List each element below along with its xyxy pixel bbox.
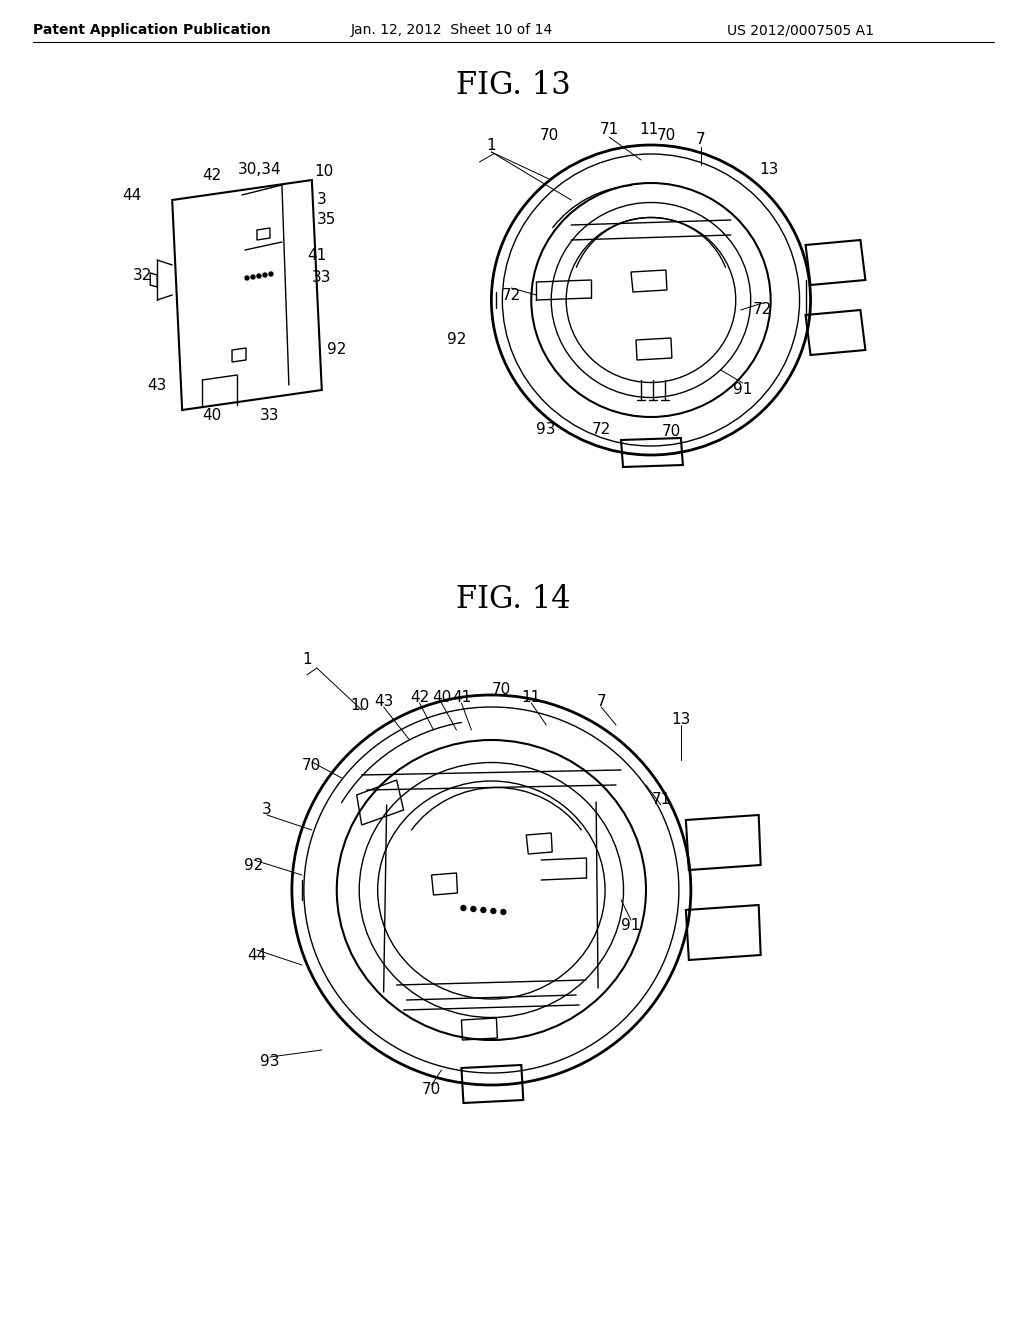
Text: 33: 33	[260, 408, 280, 422]
Text: 10: 10	[314, 165, 334, 180]
Text: 71: 71	[651, 792, 671, 808]
Text: 30,34: 30,34	[239, 162, 282, 177]
Circle shape	[269, 272, 273, 276]
Text: 72: 72	[592, 422, 610, 437]
Text: 7: 7	[696, 132, 706, 148]
Text: 7: 7	[596, 694, 606, 710]
Text: 1: 1	[486, 137, 497, 153]
Text: US 2012/0007505 A1: US 2012/0007505 A1	[727, 22, 874, 37]
Text: 91: 91	[733, 383, 753, 397]
Text: 13: 13	[759, 162, 778, 177]
Circle shape	[251, 275, 255, 279]
Text: 41: 41	[307, 248, 327, 263]
Text: 1: 1	[302, 652, 311, 668]
Text: 93: 93	[260, 1055, 280, 1069]
Circle shape	[471, 907, 476, 912]
Circle shape	[245, 276, 249, 280]
Text: 44: 44	[123, 187, 142, 202]
Text: 40: 40	[203, 408, 222, 422]
Text: 42: 42	[203, 168, 222, 182]
Text: 32: 32	[132, 268, 152, 282]
Text: 92: 92	[245, 858, 263, 873]
Text: 70: 70	[656, 128, 676, 143]
Text: 3: 3	[317, 193, 327, 207]
Text: 92: 92	[446, 333, 466, 347]
Text: 70: 70	[422, 1082, 441, 1097]
Text: 35: 35	[317, 213, 337, 227]
Text: 43: 43	[147, 378, 167, 392]
Text: 70: 70	[662, 425, 681, 440]
Text: FIG. 14: FIG. 14	[456, 585, 570, 615]
Text: 33: 33	[312, 271, 332, 285]
Text: 92: 92	[327, 342, 346, 358]
Text: 72: 72	[502, 288, 521, 302]
Circle shape	[490, 908, 496, 913]
Circle shape	[263, 273, 267, 277]
Text: 11: 11	[639, 123, 658, 137]
Text: 3: 3	[262, 803, 271, 817]
Text: 70: 70	[540, 128, 559, 143]
Circle shape	[257, 275, 261, 279]
Text: 44: 44	[248, 948, 266, 962]
Text: 41: 41	[452, 690, 471, 705]
Text: 70: 70	[492, 682, 511, 697]
Circle shape	[461, 906, 466, 911]
Text: 13: 13	[671, 713, 690, 727]
Circle shape	[501, 909, 506, 915]
Text: 10: 10	[350, 697, 370, 713]
Text: 42: 42	[410, 690, 429, 705]
Text: 70: 70	[302, 758, 322, 772]
Text: 93: 93	[537, 422, 556, 437]
Circle shape	[481, 908, 485, 912]
Text: Jan. 12, 2012  Sheet 10 of 14: Jan. 12, 2012 Sheet 10 of 14	[350, 22, 553, 37]
Text: FIG. 13: FIG. 13	[456, 70, 570, 100]
Text: 11: 11	[521, 690, 541, 705]
Text: 71: 71	[599, 123, 618, 137]
Text: 72: 72	[753, 302, 772, 318]
Text: Patent Application Publication: Patent Application Publication	[34, 22, 271, 37]
Text: 91: 91	[622, 917, 641, 932]
Text: 40: 40	[432, 690, 452, 705]
Text: 43: 43	[374, 694, 393, 710]
